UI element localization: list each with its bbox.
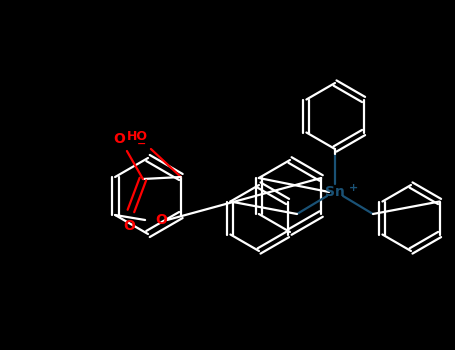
Text: +: + — [349, 183, 358, 193]
Text: Sn: Sn — [325, 185, 345, 199]
Text: −: − — [137, 139, 147, 149]
Text: O: O — [123, 219, 135, 233]
Text: O: O — [113, 132, 125, 146]
Text: HO: HO — [127, 130, 148, 143]
Text: O: O — [155, 213, 167, 227]
